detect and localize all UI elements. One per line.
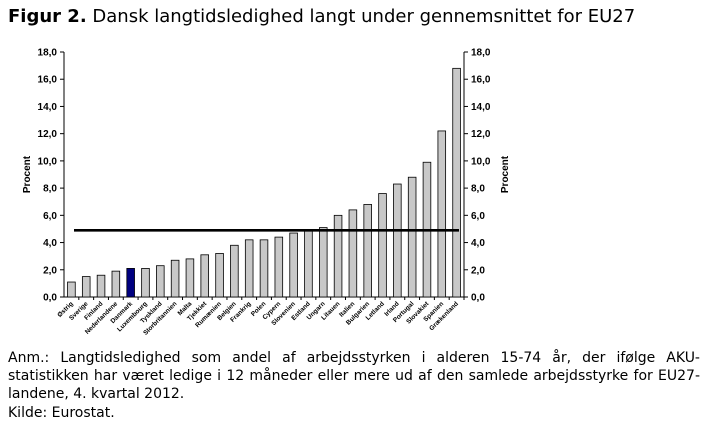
chart-bars <box>67 67 461 298</box>
bar <box>319 227 328 298</box>
figure-title-text: Dansk langtidsledighed langt under genne… <box>86 6 636 27</box>
y-tick-label-left: 18,0 <box>38 48 58 59</box>
y-tick-label-right: 12,0 <box>471 129 491 140</box>
bar <box>289 232 298 298</box>
bar <box>96 274 106 298</box>
bar <box>259 239 269 298</box>
y-tick-label-left: 10,0 <box>38 156 58 167</box>
chart-note: Anm.: Langtidsledighed som andel af arbe… <box>8 350 700 402</box>
y-tick-label-left: 4,0 <box>43 238 57 249</box>
y-tick-label-right: 18,0 <box>471 48 491 59</box>
figure-number: Figur 2. <box>8 6 87 27</box>
bar-chart: 0,0 0,0 2,0 2,0 4,0 4,0 6,0 6,0 8,0 8,0 10,0 10,0 12… <box>22 48 511 337</box>
bar <box>67 281 76 298</box>
bar <box>378 193 387 298</box>
y-tick-label-right: 8,0 <box>471 184 485 195</box>
y-tick-label-left: 12,0 <box>38 129 58 140</box>
y-tick-label-right: 0,0 <box>471 293 485 304</box>
y-tick-label-left: 0,0 <box>43 293 57 304</box>
y-tick-label-right: 16,0 <box>471 75 491 86</box>
bar <box>333 214 343 298</box>
bar <box>156 265 165 298</box>
bar <box>407 176 417 298</box>
bar <box>185 258 195 298</box>
y-axis-title-right: Procent <box>500 155 511 193</box>
bar <box>141 268 150 298</box>
y-tick-label-right: 6,0 <box>471 211 485 222</box>
y-axis-title-left: Procent <box>22 155 33 193</box>
bar <box>111 270 121 298</box>
y-tick-label-left: 8,0 <box>43 184 57 195</box>
bar <box>170 259 180 298</box>
bar <box>393 183 402 298</box>
bar <box>274 236 284 298</box>
bar <box>244 239 254 298</box>
bar <box>215 253 224 298</box>
y-tick-label-right: 4,0 <box>471 238 485 249</box>
bar <box>437 130 447 298</box>
chart-source: Kilde: Eurostat. <box>8 405 115 421</box>
bar <box>200 254 209 298</box>
y-tick-label-right: 14,0 <box>471 102 491 113</box>
y-tick-label-left: 14,0 <box>38 102 58 113</box>
bar <box>81 276 91 298</box>
y-tick-label-left: 2,0 <box>43 265 57 276</box>
bar <box>348 209 358 298</box>
y-tick-label-right: 10,0 <box>471 156 491 167</box>
y-tick-label-left: 16,0 <box>38 75 58 86</box>
y-tick-label-right: 2,0 <box>471 265 485 276</box>
bar <box>126 268 135 298</box>
bar <box>304 229 313 298</box>
bar <box>230 244 239 298</box>
y-tick-label-left: 6,0 <box>43 211 57 222</box>
bar <box>363 204 372 298</box>
figure-title: Figur 2. Dansk langtidsledighed langt un… <box>8 6 635 27</box>
bar <box>452 67 461 298</box>
